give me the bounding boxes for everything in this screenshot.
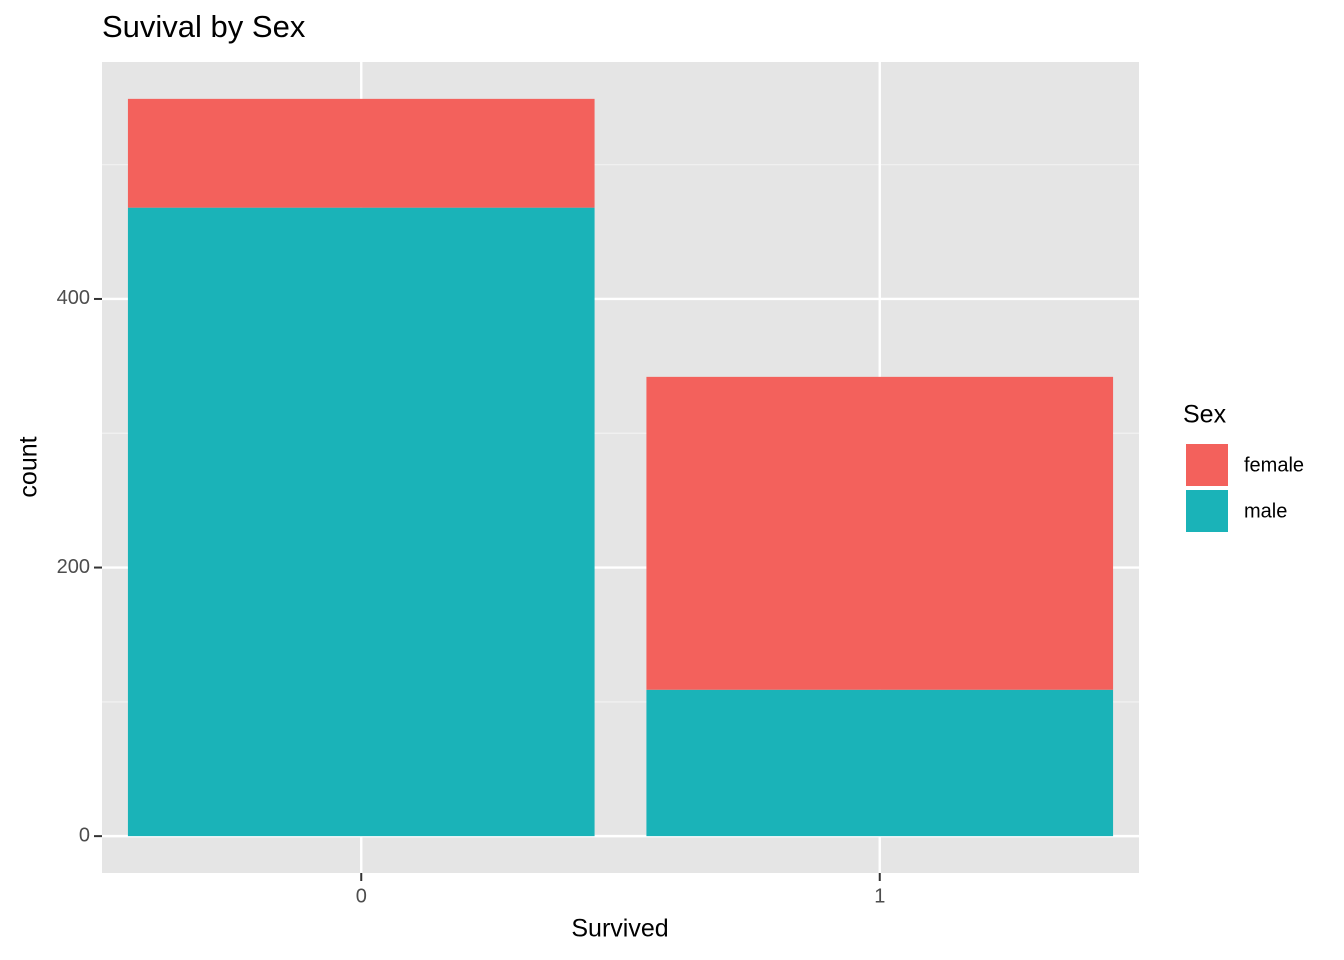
legend-label: male xyxy=(1244,500,1287,522)
bar-segment xyxy=(127,98,595,208)
x-axis-title: Survived xyxy=(571,915,668,943)
bar-segment xyxy=(646,376,1114,690)
y-axis-title: count xyxy=(15,436,43,497)
legend-key xyxy=(1186,490,1228,532)
legend-title: Sex xyxy=(1183,401,1227,429)
bar-segment xyxy=(127,207,595,837)
y-tick-label: 200 xyxy=(57,556,90,578)
chart-title: Suvival by Sex xyxy=(102,9,306,44)
bar-segment xyxy=(646,689,1114,837)
legend-label: female xyxy=(1244,454,1304,476)
y-tick-label: 400 xyxy=(57,287,90,309)
x-tick-label: 0 xyxy=(356,885,367,907)
y-tick-label: 0 xyxy=(79,824,90,846)
x-tick-label: 1 xyxy=(874,885,885,907)
legend-key xyxy=(1186,444,1228,486)
